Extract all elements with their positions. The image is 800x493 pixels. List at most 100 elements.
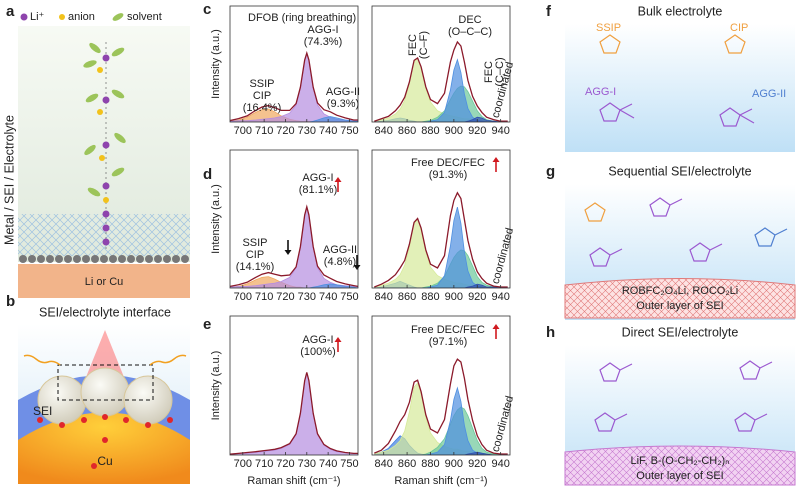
plot-frame <box>371 149 511 289</box>
plot-area <box>230 372 358 455</box>
annotation: FEC <box>483 61 495 83</box>
x-tick-label: 730 <box>298 291 316 303</box>
molecule <box>589 247 623 267</box>
panel-title: SEI/electrolyte interface <box>39 305 171 319</box>
panel-label: e <box>203 316 211 333</box>
panel-h: h Direct SEI/electrolyte LiF, B-(O-CH₂-C… <box>546 324 796 486</box>
x-tick-label: 840 <box>375 125 393 137</box>
panel-label: c <box>203 1 211 18</box>
x-tick-label: 720 <box>276 125 294 137</box>
annotation: (81.1%) <box>299 184 338 196</box>
trend-arrowhead <box>284 250 292 255</box>
particle <box>80 367 130 417</box>
panel-f: f Bulk electrolyte SSIP CIP AGG-I AGG-II <box>546 3 795 152</box>
scattered-light <box>149 354 187 366</box>
x-tick-label: 720 <box>276 291 294 303</box>
x-tick-label: 710 <box>255 125 273 137</box>
molecule <box>649 197 683 217</box>
sei-label: SEI <box>33 404 52 418</box>
x-tick-label: 720 <box>276 458 294 470</box>
y-axis-label: Intensity (a.u.) <box>210 29 222 99</box>
electrolyte-box <box>565 24 795 152</box>
x-tick-label: 940 <box>491 291 509 303</box>
x-axis-label: Raman shift (cm⁻¹) <box>247 475 340 487</box>
sei-hatch <box>565 278 795 318</box>
molecule <box>689 242 723 262</box>
x-tick-label: 940 <box>491 458 509 470</box>
area-fill <box>374 284 508 288</box>
x-tick-label: 730 <box>298 125 316 137</box>
component-line <box>374 406 508 455</box>
x-tick-label: 860 <box>398 125 416 137</box>
x-tick-label: 750 <box>340 458 358 470</box>
annotation: SSIP <box>249 78 274 90</box>
annotation: CIP <box>246 249 264 261</box>
y-axis-label: Intensity (a.u.) <box>210 184 222 254</box>
y-axis-label: Intensity (a.u.) <box>210 351 222 421</box>
annotation: (14.1%) <box>236 261 275 273</box>
molecule <box>739 360 773 380</box>
area-fill <box>230 109 358 122</box>
molecule <box>724 34 746 54</box>
x-tick-label: 900 <box>445 458 463 470</box>
chart-title: DFOB (ring breathing) <box>248 12 356 24</box>
panel-title: Direct SEI/electrolyte <box>622 325 739 339</box>
x-tick-label: 940 <box>491 125 509 137</box>
molecule <box>754 227 788 247</box>
plot-frame <box>371 5 511 123</box>
component-line <box>374 218 508 288</box>
x-tick-label: 700 <box>234 458 252 470</box>
layer-composition: LiF, B-(O-CH₂-CH₂)ₙ <box>630 455 729 467</box>
x-tick-label: 880 <box>421 291 439 303</box>
spectrum-line <box>374 191 508 288</box>
sei-hatch <box>565 446 795 485</box>
cu-substrate <box>18 412 190 484</box>
annotation: (O–C–C) <box>448 26 492 38</box>
spectrum-line <box>374 40 508 122</box>
plot-area <box>230 204 358 288</box>
x-tick-label: 880 <box>421 458 439 470</box>
area-fill <box>230 53 358 122</box>
spectrum-line <box>230 204 358 288</box>
area-fill <box>374 249 508 288</box>
annotation: (100%) <box>300 346 335 358</box>
species-label: CIP <box>730 22 748 34</box>
annotation: CIP <box>253 90 271 102</box>
x-tick-label: 900 <box>445 125 463 137</box>
x-tick-label: 700 <box>234 291 252 303</box>
plot-area <box>230 50 358 122</box>
molecule <box>599 362 633 382</box>
component-line <box>374 451 508 455</box>
x-tick-label: 700 <box>234 125 252 137</box>
legend-icon <box>112 13 124 21</box>
plot-frame <box>229 149 359 289</box>
panel-label: d <box>203 166 212 183</box>
sei-region <box>18 214 190 256</box>
x-tick-label: 740 <box>319 458 337 470</box>
x-tick-label: 920 <box>468 458 486 470</box>
panel-title: Bulk electrolyte <box>638 4 723 18</box>
x-tick-label: 920 <box>468 125 486 137</box>
x-tick-label: 710 <box>255 458 273 470</box>
plot-area <box>374 358 508 455</box>
x-tick-label: 880 <box>421 125 439 137</box>
annotation: (97.1%) <box>429 336 468 348</box>
annotation: AGG-II <box>326 86 360 98</box>
x-tick-label: 730 <box>298 458 316 470</box>
panel-label: f <box>546 3 552 20</box>
x-tick-label: 840 <box>375 291 393 303</box>
solvation-chain <box>83 42 126 250</box>
species-label: SSIP <box>596 22 621 34</box>
area-fill <box>374 219 508 288</box>
x-tick-label: 750 <box>340 125 358 137</box>
panel-a: a Li or Cu Li⁺ anion solvent <box>2 3 190 298</box>
spectrum-line <box>230 50 358 122</box>
cu-label: Cu <box>97 454 112 468</box>
x-tick-label: 710 <box>255 291 273 303</box>
x-tick-label: 750 <box>340 291 358 303</box>
annotation: (16.4%) <box>243 102 282 114</box>
layer-caption: Outer layer of SEI <box>636 470 723 482</box>
spectrum-line <box>230 372 358 455</box>
scattered-light <box>23 354 61 366</box>
